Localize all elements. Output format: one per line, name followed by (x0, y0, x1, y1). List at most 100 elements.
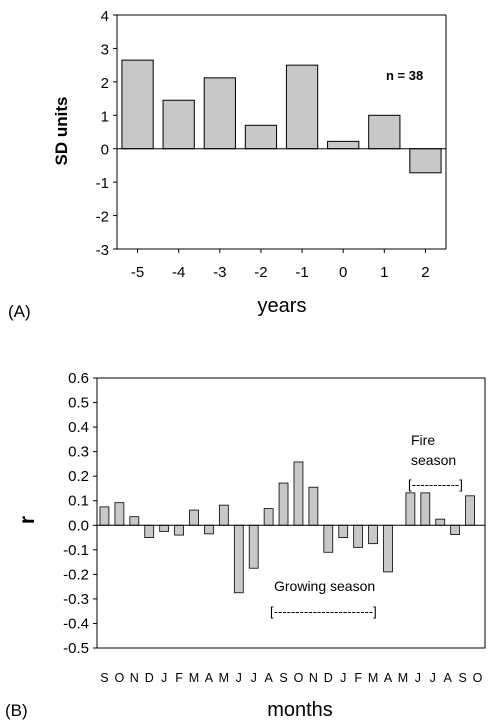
bar-b-5 (174, 524, 184, 536)
y-tick-label: -0.5 (63, 640, 89, 657)
y-tick-label: -0.1 (63, 542, 89, 559)
bar-b-1 (114, 502, 125, 526)
panel-b-axes: S O N D J F M A M J J A S O N D J F M A M J J A S O0.60.50.40.30.… (63, 370, 486, 685)
bar-b-22 (435, 518, 446, 526)
panel-a-label: (A) (8, 302, 31, 321)
plot-frame-a (116, 14, 447, 250)
month-tick-label: N (309, 671, 318, 685)
x-tick-label: 2 (421, 264, 429, 281)
bar-b-7 (204, 524, 214, 535)
month-tick-label: J (430, 671, 436, 685)
month-tick-label: A (205, 671, 214, 685)
month-tick-label: S (279, 671, 287, 685)
y-tick-label: 1 (101, 108, 109, 125)
panel-b: r Fire season [-----------] Growing seas… (5, 370, 486, 721)
bar-b-14 (308, 486, 319, 526)
month-tick-label: M (398, 671, 408, 685)
bar-b-21 (420, 492, 431, 526)
bar-a--4 (162, 99, 195, 150)
month-tick-label: O (294, 671, 304, 685)
month-tick-label: A (444, 671, 453, 685)
panel-a-ylabel: SD units (52, 97, 71, 166)
panel-a-axes: -5 -4 -3 -2 -1 0 1 2 4 3 2 1 0 -1 -2 -3 (96, 8, 447, 281)
bar-b-20 (405, 492, 416, 526)
month-tick-label: N (130, 671, 139, 685)
plot-frame-b (96, 377, 486, 649)
y-tick-label: 0 (101, 142, 109, 159)
y-tick-label: 3 (101, 41, 109, 58)
month-tick-label: A (264, 671, 273, 685)
y-tick-label: 0.5 (68, 395, 89, 412)
y-tick-label: 0.4 (68, 419, 89, 436)
x-tick-label: 1 (380, 264, 388, 281)
bar-b-10 (248, 524, 259, 569)
panel-b-ylabel: r (16, 516, 39, 524)
fire-season-bracket: [-----------] (408, 477, 463, 492)
panel-a: SD units n = 38 years (A) -5 -4 -3 -2 -1 0 1 2 4… (8, 8, 447, 321)
panel-a-xlabel: years (258, 295, 307, 317)
x-tick-label: -1 (295, 264, 308, 281)
month-tick-label: J (340, 671, 346, 685)
bar-b-0 (99, 506, 110, 526)
month-tick-label: J (236, 671, 242, 685)
bar-a--5 (121, 59, 154, 150)
bar-b-19 (383, 524, 393, 573)
y-tick-label: -0.2 (63, 566, 89, 583)
y-tick-label: 2 (101, 75, 109, 92)
bar-b-18 (368, 524, 378, 545)
month-tick-label: M (219, 671, 229, 685)
bar-b-15 (323, 524, 334, 553)
month-tick-label: M (368, 671, 378, 685)
panel-b-bars (99, 461, 475, 594)
x-tick-label: -5 (131, 264, 144, 281)
panel-b-label: (B) (5, 701, 28, 720)
bar-b-17 (353, 524, 364, 548)
month-tick-label: S (458, 671, 466, 685)
month-tick-label: D (145, 671, 154, 685)
month-tick-label: J (251, 671, 257, 685)
month-tick-label: O (115, 671, 125, 685)
x-tick-label: -4 (172, 264, 185, 281)
y-tick-label: 0.0 (68, 517, 89, 534)
y-tick-label: 0.6 (68, 370, 89, 387)
y-tick-label: -2 (96, 209, 109, 226)
month-tick-label: F (175, 671, 183, 685)
month-tick-label: M (189, 671, 199, 685)
y-tick-label: 0.1 (68, 493, 89, 510)
month-tick-label: D (324, 671, 333, 685)
y-tick-label: -3 (96, 242, 109, 259)
growing-season-bracket: [-----------------------] (270, 604, 377, 619)
month-tick-label: J (161, 671, 167, 685)
x-tick-label: -2 (254, 264, 267, 281)
bar-a--3 (203, 77, 236, 150)
bar-b-23 (450, 524, 461, 535)
x-tick-label: 0 (339, 264, 347, 281)
bar-b-16 (338, 524, 349, 538)
bar-a--1 (285, 64, 319, 150)
bar-b-4 (159, 524, 170, 532)
fire-season-label-2: season (411, 452, 456, 468)
y-tick-label: 0.2 (68, 468, 89, 485)
bar-b-24 (465, 495, 475, 526)
y-tick-label: 0.3 (68, 444, 89, 461)
y-tick-label: -0.4 (63, 615, 89, 632)
y-tick-label: -0.3 (63, 591, 89, 608)
month-tick-label: A (384, 671, 393, 685)
month-tick-label: J (415, 671, 421, 685)
bar-b-9 (233, 524, 244, 594)
panel-a-annotation: n = 38 (386, 68, 423, 83)
bar-b-3 (144, 524, 155, 538)
bar-b-8 (218, 504, 229, 526)
month-tick-label: O (473, 671, 483, 685)
bar-b-11 (263, 508, 274, 526)
month-tick-label: F (354, 671, 362, 685)
panel-b-xlabel: months (267, 699, 333, 721)
bar-a-0 (327, 140, 360, 150)
fire-season-label-1: Fire (411, 432, 435, 448)
bar-b-6 (189, 509, 199, 526)
bar-b-12 (278, 482, 289, 526)
bar-a-1 (368, 114, 401, 150)
month-tick-label: S (100, 671, 108, 685)
y-tick-label: 4 (101, 8, 109, 25)
